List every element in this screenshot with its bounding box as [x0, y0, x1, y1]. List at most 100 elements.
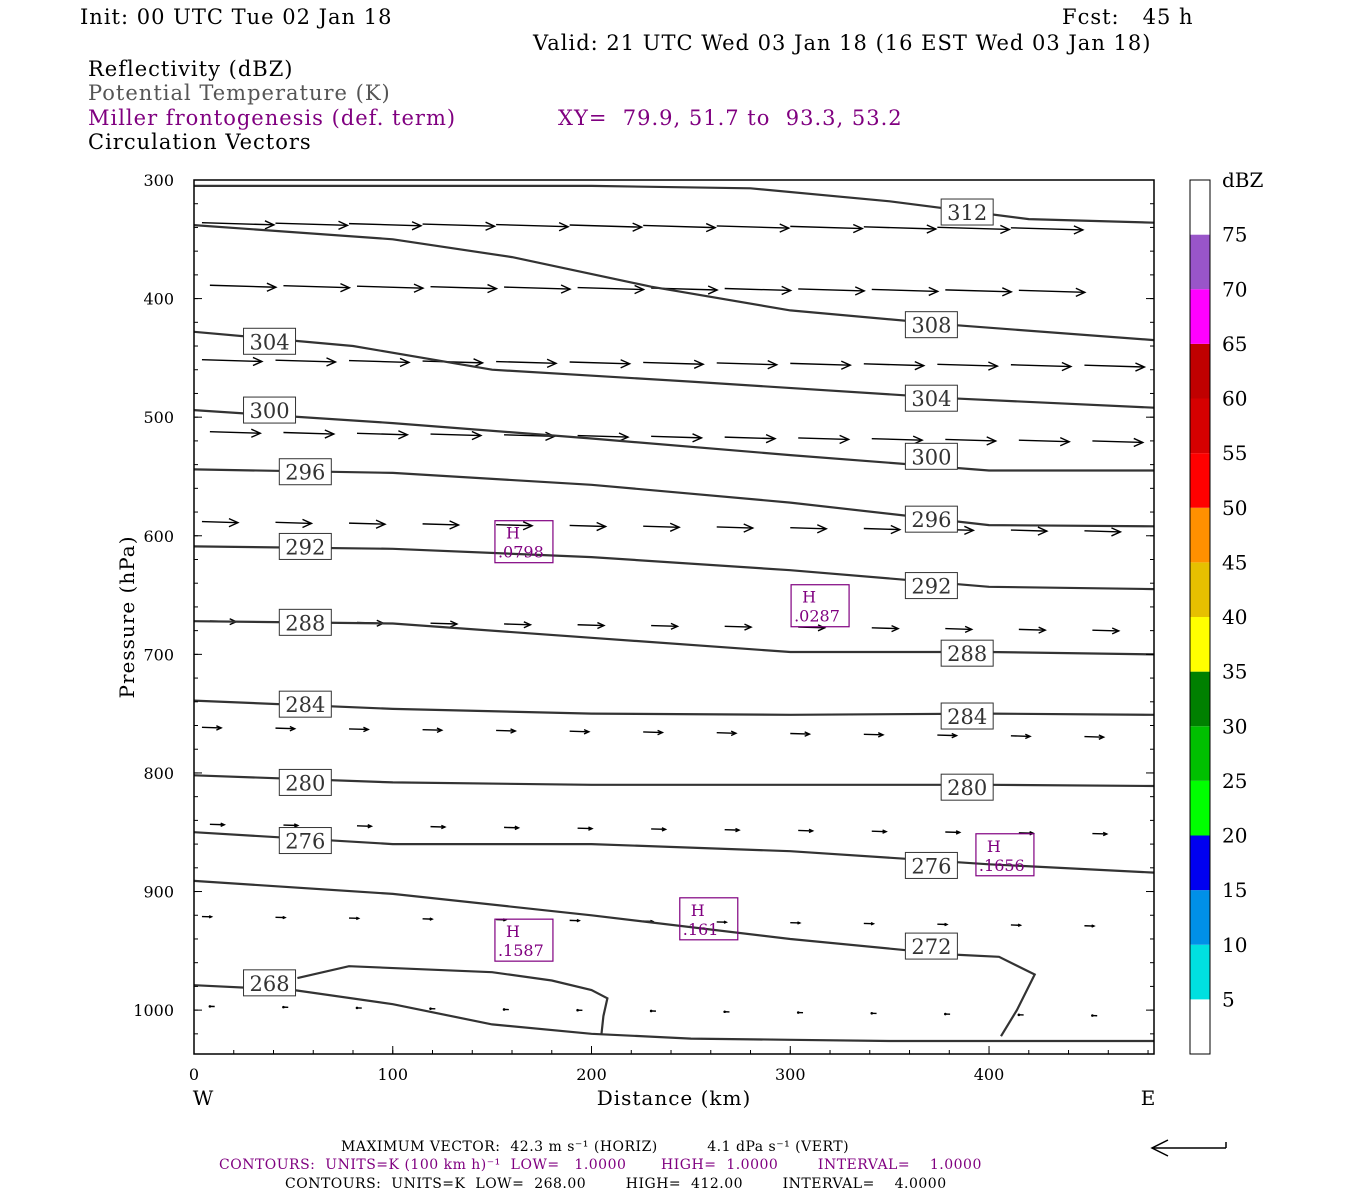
- dbz-colorbar: 5 10 15 20 25 30 35 40 45 50 55 60 65 70 75: [1189, 179, 1247, 1055]
- contour-label-box: [904, 851, 958, 879]
- circulation-vector: [569, 521, 608, 532]
- circulation-vector: [349, 519, 387, 529]
- contour-label-box: [278, 768, 332, 796]
- contour-label-box: [940, 773, 994, 801]
- circulation-vector: [790, 921, 802, 925]
- circulation-vector: [496, 521, 534, 531]
- circulation-vector: [716, 223, 791, 233]
- colorbar-level-label: 55: [1222, 441, 1247, 465]
- contour-label: 280: [285, 771, 325, 795]
- circulation-vector: [716, 730, 738, 737]
- colorbar-swatch: [1190, 835, 1210, 891]
- circulation-vector: [1092, 627, 1121, 635]
- colorbar-level-label: 45: [1222, 550, 1247, 574]
- y-axis-label: Pressure (hPa): [115, 536, 139, 699]
- max-label: H: [506, 922, 520, 941]
- y-tick-label: 400: [143, 290, 174, 309]
- max-value: .1587: [498, 941, 544, 960]
- contour-label: 276: [285, 830, 325, 854]
- colorbar-level-label: 10: [1222, 933, 1247, 957]
- colorbar-swatch: [1190, 234, 1210, 290]
- y-tick-label: 900: [143, 883, 174, 902]
- colorbar-swatch: [1190, 398, 1210, 454]
- circulation-vector: [504, 621, 533, 629]
- circulation-vector: [798, 286, 866, 296]
- circulation-vector: [643, 729, 665, 736]
- circulation-vector: [569, 728, 591, 735]
- footer-contours-frontogenesis: CONTOURS: UNITS=K (100 km h)⁻¹ LOW= 1.00…: [219, 1157, 982, 1173]
- circulation-vector: [209, 428, 263, 438]
- circulation-vector: [863, 360, 926, 371]
- theta-contours: [193, 184, 1155, 1043]
- y-tick-label: 700: [143, 645, 174, 664]
- circulation-vector: [945, 287, 1014, 297]
- contour-label-box: [278, 532, 332, 560]
- theta-contour-304: [193, 330, 1155, 409]
- contour-label: 284: [285, 693, 325, 717]
- colorbar-swatch: [1190, 726, 1210, 781]
- circulation-vector: [355, 1006, 362, 1010]
- contour-label-box: [904, 384, 958, 412]
- colorbar-level-label: 20: [1222, 824, 1247, 848]
- circulation-vector: [275, 725, 297, 732]
- circulation-vector: [275, 915, 287, 920]
- circulation-vector: [283, 823, 300, 828]
- circulation-vector: [349, 357, 411, 368]
- contour-label: 304: [911, 387, 951, 411]
- theta-contour-268: [193, 984, 1154, 1043]
- circulation-vector: [1084, 527, 1123, 537]
- circulation-vector: [716, 360, 779, 370]
- colorbar-swatch: [1190, 890, 1210, 945]
- circulation-vector: [716, 523, 755, 533]
- contour-label-box: [243, 327, 297, 355]
- colorbar-level-label: 5: [1222, 987, 1235, 1011]
- circulation-vector: [1010, 361, 1073, 372]
- contour-label-box: [904, 311, 958, 339]
- circulation-vector: [798, 434, 851, 445]
- circulation-vector: [1084, 362, 1147, 372]
- circulation-vector: [422, 221, 497, 231]
- circulation-vector: [863, 524, 902, 535]
- circulation-vector: [349, 221, 423, 231]
- circulation-vector: [201, 915, 214, 919]
- circulation-vector: [790, 360, 852, 370]
- contour-label: 296: [285, 461, 325, 485]
- contour-label-box: [940, 639, 994, 667]
- circulation-vector: [208, 1005, 215, 1008]
- cross-section-coords: XY= 79.9, 51.7 to 93.3, 53.2: [558, 106, 903, 130]
- circulation-vector: [724, 827, 741, 833]
- circulation-vector: [716, 920, 729, 924]
- contour-label: 268: [249, 972, 289, 996]
- init-time: Init: 00 UTC Tue 02 Jan 18: [80, 5, 393, 29]
- circulation-vector: [937, 922, 949, 927]
- theta-closed-contour: [297, 965, 609, 1034]
- circulation-vector: [790, 223, 864, 234]
- circulation-vector: [422, 917, 434, 921]
- circulation-vector: [871, 625, 900, 633]
- forecast-hour: Fcst: 45 h: [1062, 5, 1194, 29]
- theta-contour-276: [193, 831, 1155, 874]
- circulation-vector: [430, 824, 447, 830]
- max-value: .0798: [498, 543, 544, 562]
- circulation-vector: [430, 283, 499, 294]
- circulation-vector: [201, 725, 223, 731]
- contour-label-box: [278, 608, 332, 636]
- colorbar-swatch: [1190, 562, 1210, 617]
- circulation-vector: [1010, 225, 1085, 235]
- colorbar-level-label: 30: [1222, 714, 1247, 738]
- contour-label-box: [940, 198, 994, 226]
- contour-label: 300: [249, 399, 289, 423]
- contour-label-box: [278, 690, 332, 718]
- colorbar-level-label: 50: [1222, 496, 1247, 520]
- theta-contour-284: [193, 699, 1155, 716]
- y-tick-label: 600: [143, 527, 174, 546]
- colorbar-level-label: 60: [1222, 387, 1247, 411]
- circulation-vector: [502, 1008, 509, 1011]
- circulation-vector: [577, 284, 646, 295]
- circulation-vector: [283, 283, 352, 293]
- circulation-vector: [356, 430, 410, 440]
- colorbar-swatch: [1190, 343, 1210, 399]
- circulation-vector: [201, 220, 276, 230]
- contour-label: 276: [911, 854, 951, 878]
- circulation-vector: [1084, 924, 1096, 928]
